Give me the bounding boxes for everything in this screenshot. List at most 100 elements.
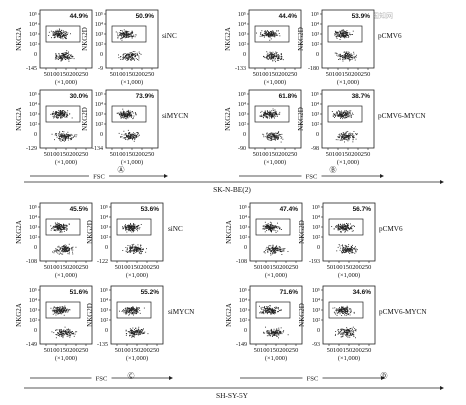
block-d-row1-col1-cell-dot-lower	[267, 247, 269, 248]
block-d-row1-col1-cell-dot-lower	[271, 247, 273, 249]
block-d-row1-col1-cell-dot-lower	[274, 250, 276, 252]
block-b-row1-col1-cell-dot-lower	[266, 57, 268, 59]
block-c-row2-col1-cell-dot-upper	[55, 310, 57, 312]
block-b-row1-col2-cell-dot-upper	[346, 34, 347, 36]
block-d-row1-col1-cell-dot-lower	[272, 246, 274, 248]
block-c-row2-col2-cell-dot-lower	[137, 334, 139, 336]
block-a-row2-col2-cell-dot-lower	[131, 135, 132, 137]
block-b-row1-col2-cell-dot-upper	[351, 34, 353, 35]
block-b-row1-col2-cell-dot-upper	[334, 33, 336, 35]
block-c-row1-col2-cell-dot-upper	[124, 226, 126, 228]
block-d-row2-col2-cell-dot-upper	[353, 311, 355, 313]
block-c-row2-col2-cell-dot-lower	[130, 332, 132, 334]
block-b-row2-col1-cell-dot-upper	[270, 112, 272, 113]
block-a-row1-col2-cell-dot-lower	[132, 54, 133, 56]
block-c-row2-col1-cell-dot-lower	[70, 332, 72, 334]
block-b-row1-col2-cell-dot-upper	[345, 33, 347, 34]
block-c-row1-col2-cell-dot-lower	[140, 249, 142, 251]
block-b-row1-col1-cell-dot-lower	[264, 57, 266, 59]
block-c-row1-col2-cell-dot-lower	[130, 247, 131, 249]
block-d-row1-col2-cell-dot-lower	[351, 250, 353, 252]
block-b-row1-col1-cell-dot-upper	[259, 35, 261, 37]
block-b-row2-col2-cell-dot-upper	[338, 111, 340, 112]
block-d-row1-col1-cell-dot-lower	[265, 248, 267, 250]
block-c-row1-col2-ytick-label: 10⁵	[100, 205, 108, 211]
block-b-row2-col2-cell-dot-upper	[338, 115, 339, 117]
block-d-row1-col2-cell-dot-upper	[343, 224, 345, 226]
block-d-row1-col1-cell-dot-lower	[277, 250, 279, 252]
block-a-row2-col2-cell-dot-lower	[121, 136, 123, 137]
block-a-row1-col1-cell-dot-lower	[69, 56, 71, 58]
block-d-row1-col1-cell-dot-upper	[270, 222, 272, 224]
block-a-row2-col1-cell-dot-upper	[64, 113, 65, 115]
block-c-row2-col2-cell-dot-lower	[136, 331, 138, 333]
block-c-row2-col2-cell-dot-lower	[138, 334, 140, 336]
block-b-row1-col1-cell-dot-lower	[273, 53, 275, 55]
block-c-row2-col2-cell-dot-upper	[130, 312, 132, 314]
block-d-row2-col2-cell-dot-upper	[339, 313, 341, 315]
block-b-row1-col2-cell-dot-lower	[343, 54, 345, 56]
block-c-row2-col2-cell-dot-lower	[132, 334, 134, 336]
block-d-row1-col1-cell-dot-lower	[287, 251, 289, 252]
block-c-row2-col1-cell-dot-lower	[59, 332, 61, 334]
block-b-row1-col1-cell-dot-lower	[276, 56, 278, 57]
block-c-row1-col1-ytick-bottom: -108	[26, 259, 37, 265]
block-a-row1-col1-cell-dot-upper	[60, 31, 62, 33]
block-a-row2-col2-cell-dot-lower	[129, 136, 131, 138]
block-a-row2-col2-cell-dot-upper	[128, 115, 130, 116]
block-b-row2-col1-cell-dot-upper	[268, 111, 270, 113]
block-a-row1-col2-cell-dot-upper	[119, 34, 121, 35]
block-c-row2-col2-cell-dot-lower	[139, 330, 141, 331]
block-a-row2-col2-cell-dot-lower	[137, 136, 139, 138]
block-b-row2-col2-cell-dot-upper	[345, 112, 347, 114]
block-c-row2-col1-cell-dot-lower	[65, 330, 66, 331]
block-b-row2-col2-cell-dot-lower	[343, 132, 345, 134]
block-b-row1-col1-cell-dot-lower	[271, 56, 273, 58]
block-c-row1-col1-cell-dot-lower	[62, 246, 63, 248]
block-b-row1-col1-cell-dot-lower	[279, 58, 281, 60]
block-a-row1-col2-cell-dot-upper	[117, 37, 119, 39]
block-b-row2-col1-ytick-bottom: -90	[238, 146, 246, 152]
block-b-row2-col2-cell-dot-lower	[347, 136, 349, 137]
block-a-row2-col1-cell-dot-upper	[59, 111, 61, 113]
block-c-row2-col2-cell-dot-upper	[135, 311, 137, 313]
block-b-row1-col2-cell-dot-lower	[343, 57, 345, 58]
block-c-row1-col1-cell-dot-lower	[52, 251, 53, 253]
block-b-row2-col1-cell-dot-upper	[261, 110, 263, 112]
block-d-row2-col1-cell-dot-lower	[265, 326, 266, 328]
block-a-row1-col2-cell-dot-lower	[130, 56, 132, 58]
block-d-row1-col1-cell-dot-lower	[279, 251, 281, 252]
block-d-row2-col1-cell-dot-upper	[272, 311, 273, 312]
block-d-row1-col2-cell-dot-lower	[346, 248, 348, 250]
block-c-row1-col2-ytick-bottom: -122	[97, 259, 108, 265]
block-c-row1-col1-gate-percentage: 45.5%	[70, 206, 89, 213]
block-c-row1-col1-cell-dot-lower	[53, 250, 55, 252]
block-d-row2-col1-cell-dot-upper	[268, 309, 270, 310]
block-b-row1-col1-cell-dot-lower	[278, 57, 280, 59]
block-d-row2-col2-cell-dot-lower	[343, 332, 345, 334]
block-c-row2-col1-cell-dot-upper	[62, 308, 64, 309]
block-b-row1-col1-cell-dot-lower	[267, 52, 269, 54]
block-c-row1-col2-cell-dot-upper	[137, 228, 139, 230]
block-a-row2-col2-cell-dot-upper	[123, 116, 125, 118]
block-c-row2-col1-cell-dot-lower	[62, 335, 64, 337]
block-d-row2-col1-cell-dot-upper	[269, 311, 270, 313]
block-a-row1-col1-cell-dot-lower	[67, 56, 69, 57]
block-b-row2-col2-cell-dot-lower	[348, 134, 350, 136]
block-c-row2-col1-cell-dot-upper	[64, 305, 66, 307]
block-d-row2-col2-cell-dot-lower	[353, 336, 355, 337]
block-d-row1-col1-cell-dot-lower	[272, 250, 274, 251]
block-d-row1-col2-cell-dot-upper	[344, 227, 346, 229]
block-b-row1-col2-cell-dot-upper	[339, 39, 341, 40]
block-c-row2-col2-cell-dot-upper	[125, 310, 127, 312]
block-b-row1-col2-cell-dot-upper	[345, 33, 347, 35]
block-c-row1-col1-cell-dot-upper	[56, 222, 58, 224]
block-a-row1-col1-cell-dot-lower	[65, 52, 67, 54]
block-c-row2-col2-ytick-zero: 0	[105, 328, 108, 334]
block-a-row2-col1-cell-dot-upper	[57, 112, 58, 113]
block-b-row2-col1-cell-dot-upper	[272, 116, 274, 118]
block-b-row1-col1-cell-dot-upper	[270, 34, 272, 36]
block-d-row2-col1-cell-dot-lower	[269, 332, 271, 334]
block-c-row2-col1-cell-dot-upper	[67, 311, 69, 313]
block-d-row2-col1-cell-dot-upper	[273, 313, 275, 315]
